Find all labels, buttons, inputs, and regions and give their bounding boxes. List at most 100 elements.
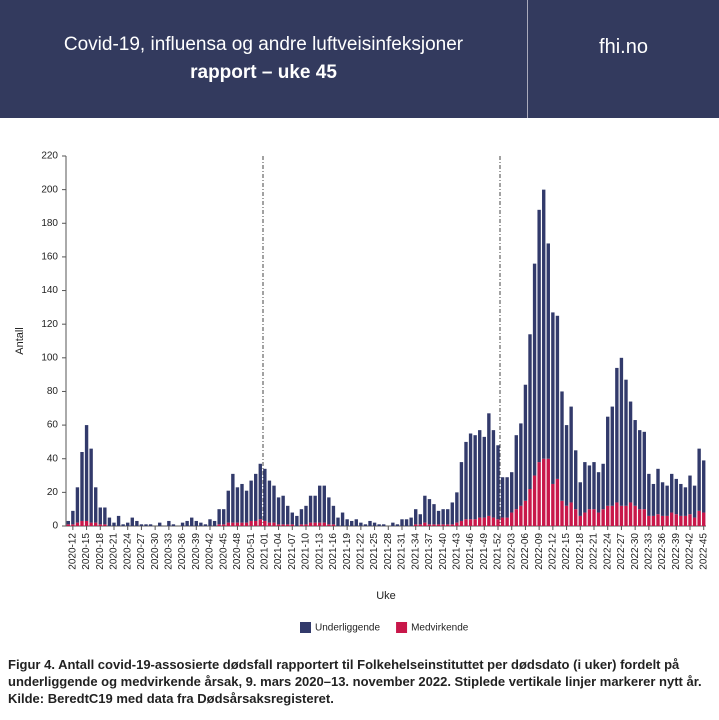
x-tick-label: 2021-34 [410, 533, 421, 570]
bar-segment [171, 524, 176, 526]
bar-segment [400, 519, 404, 526]
x-tick-label: 2021-25 [369, 533, 380, 570]
bar-segment [574, 509, 578, 526]
bar-segment [674, 478, 678, 515]
bar-segment [116, 515, 121, 526]
y-tick-label: 40 [47, 453, 59, 464]
x-tick-label: 2021-07 [287, 533, 298, 570]
legend-swatch [300, 622, 311, 633]
x-tick-label: 2020-30 [150, 533, 161, 570]
x-tick-label: 2020-33 [163, 533, 174, 570]
y-tick-label: 160 [41, 252, 58, 263]
y-tick-label: 80 [47, 386, 59, 397]
bar-segment [139, 524, 144, 526]
y-tick-label: 0 [52, 521, 58, 532]
bar-segment [217, 509, 221, 525]
bar-segment [107, 517, 112, 526]
bar-segment [436, 510, 441, 525]
bar-segment [523, 500, 528, 526]
chart: Antall Uke 0 20 40 60 80 100 120 140 160 180 200 22… [14, 151, 709, 634]
bar-segment [688, 475, 692, 515]
bar-segment [276, 497, 281, 525]
header-subtitle: rapport – uke 45 [190, 62, 337, 83]
bar-segment [491, 517, 496, 526]
bar-segment [624, 379, 628, 506]
bar-segment [299, 524, 304, 526]
bar-segment [555, 478, 560, 526]
bar-segment [514, 435, 518, 510]
legend-label: Underliggende [315, 623, 380, 634]
bar-segment [322, 522, 326, 526]
bar-segment [103, 524, 107, 526]
bar-segment [546, 458, 550, 526]
x-tick-label: 2021-46 [465, 533, 476, 570]
x-tick-label: 2021-28 [383, 533, 394, 570]
bar-segment [660, 515, 665, 526]
bar-segment [144, 524, 148, 526]
bar-segment [75, 487, 80, 523]
bar-segment [674, 514, 678, 526]
bar-segment [304, 524, 308, 526]
bar-segment [478, 517, 482, 526]
bar-segment [308, 522, 313, 526]
bar-segment [231, 522, 235, 526]
bar-segment [633, 505, 637, 526]
x-tick-label: 2022-21 [589, 533, 600, 570]
bar-segment [112, 522, 116, 526]
x-tick-label: 2020-15 [81, 533, 92, 570]
bar-segment [409, 517, 413, 526]
bar-segment [167, 520, 171, 526]
bar-segment [523, 384, 528, 501]
bar-segment [103, 507, 107, 525]
bar-segment [121, 524, 125, 526]
x-tick-label: 2022-33 [643, 533, 654, 570]
bar-segment [528, 334, 532, 489]
bar-segment [84, 425, 89, 521]
bar-segment [130, 517, 134, 526]
bar-segment [395, 524, 400, 526]
bar-segment [199, 522, 203, 526]
x-tick-label: 2022-39 [671, 533, 682, 570]
bar-segment [350, 520, 354, 526]
bar-segment [688, 514, 692, 526]
y-tick-label: 100 [41, 352, 58, 363]
bar-segment [313, 522, 317, 526]
bar-segment [537, 462, 541, 526]
bar-segment [574, 450, 578, 510]
bar-segment [564, 505, 569, 526]
y-tick-label: 60 [47, 420, 59, 431]
bar-segment [610, 505, 614, 526]
bar-segment [592, 462, 596, 510]
bar-segment [473, 435, 477, 520]
bar-segment [89, 522, 93, 526]
bar-segment [372, 522, 377, 526]
bar-segment [638, 430, 642, 510]
bar-segment [487, 413, 491, 516]
bar-segment [551, 312, 555, 484]
bar-segment [158, 522, 162, 526]
x-tick-label: 2021-01 [259, 533, 270, 570]
bar-segment [670, 512, 674, 526]
bar-segment [267, 522, 272, 526]
bar-segment [551, 483, 555, 526]
bar-segment [660, 482, 665, 516]
bar-segment [642, 431, 646, 510]
bar-segment [537, 209, 541, 463]
bar-segment [226, 490, 230, 523]
bar-segment [336, 517, 340, 526]
bar-segment [587, 465, 592, 510]
bar-segment [473, 519, 477, 526]
x-tick-label: 2022-27 [616, 533, 627, 570]
bar-segment [249, 520, 253, 526]
bar-segment [596, 472, 601, 513]
x-tick-label: 2020-12 [67, 533, 78, 570]
bar-segment [542, 189, 546, 459]
bar-segment [702, 512, 706, 526]
x-tick-label: 2021-04 [273, 533, 284, 570]
bar-segment [491, 430, 496, 518]
bar-segment [546, 243, 550, 459]
bar-segment [126, 522, 130, 526]
bar-segment [656, 468, 660, 515]
x-tick-label: 2020-51 [246, 533, 257, 570]
